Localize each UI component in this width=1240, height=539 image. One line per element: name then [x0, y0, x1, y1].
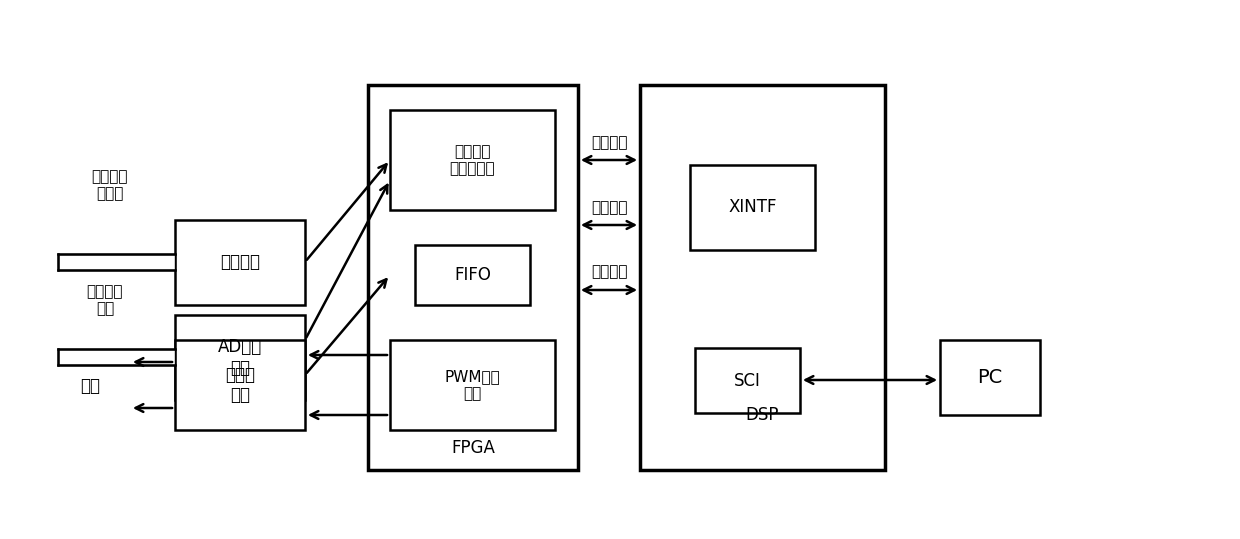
Bar [58, 254, 175, 270]
Text: XINTF: XINTF [728, 198, 776, 217]
Text: 地址总线: 地址总线 [591, 201, 629, 216]
Bar [415, 245, 529, 305]
Bar [175, 340, 305, 430]
Bar [940, 340, 1040, 415]
Bar [694, 348, 800, 413]
Text: 长、圆光
栅信号: 长、圆光 栅信号 [92, 169, 128, 201]
Text: FPGA: FPGA [451, 439, 495, 457]
Text: 电机驱
动器: 电机驱 动器 [224, 365, 255, 404]
Bar [368, 85, 578, 470]
Bar [391, 110, 556, 210]
Text: DSP: DSP [745, 406, 779, 424]
Text: PC: PC [977, 368, 1003, 387]
Bar [689, 165, 815, 250]
Text: 控制总线: 控制总线 [591, 265, 629, 280]
Text: FIFO: FIFO [454, 266, 491, 284]
Bar [175, 220, 305, 305]
Text: 电机: 电机 [81, 377, 100, 395]
Text: PWM波发
生器: PWM波发 生器 [445, 369, 501, 401]
Bar [175, 315, 305, 400]
Bar [58, 349, 175, 365]
Text: AD转换
电路: AD转换 电路 [218, 338, 262, 377]
Text: SCI: SCI [734, 371, 761, 390]
Bar [640, 85, 885, 470]
Text: 四细分、
辨向、计数: 四细分、 辨向、计数 [450, 144, 495, 176]
Text: 数据总线: 数据总线 [591, 135, 629, 150]
Text: 电感测头
信号: 电感测头 信号 [87, 284, 123, 316]
Bar [391, 340, 556, 430]
Text: 整形电路: 整形电路 [219, 253, 260, 272]
